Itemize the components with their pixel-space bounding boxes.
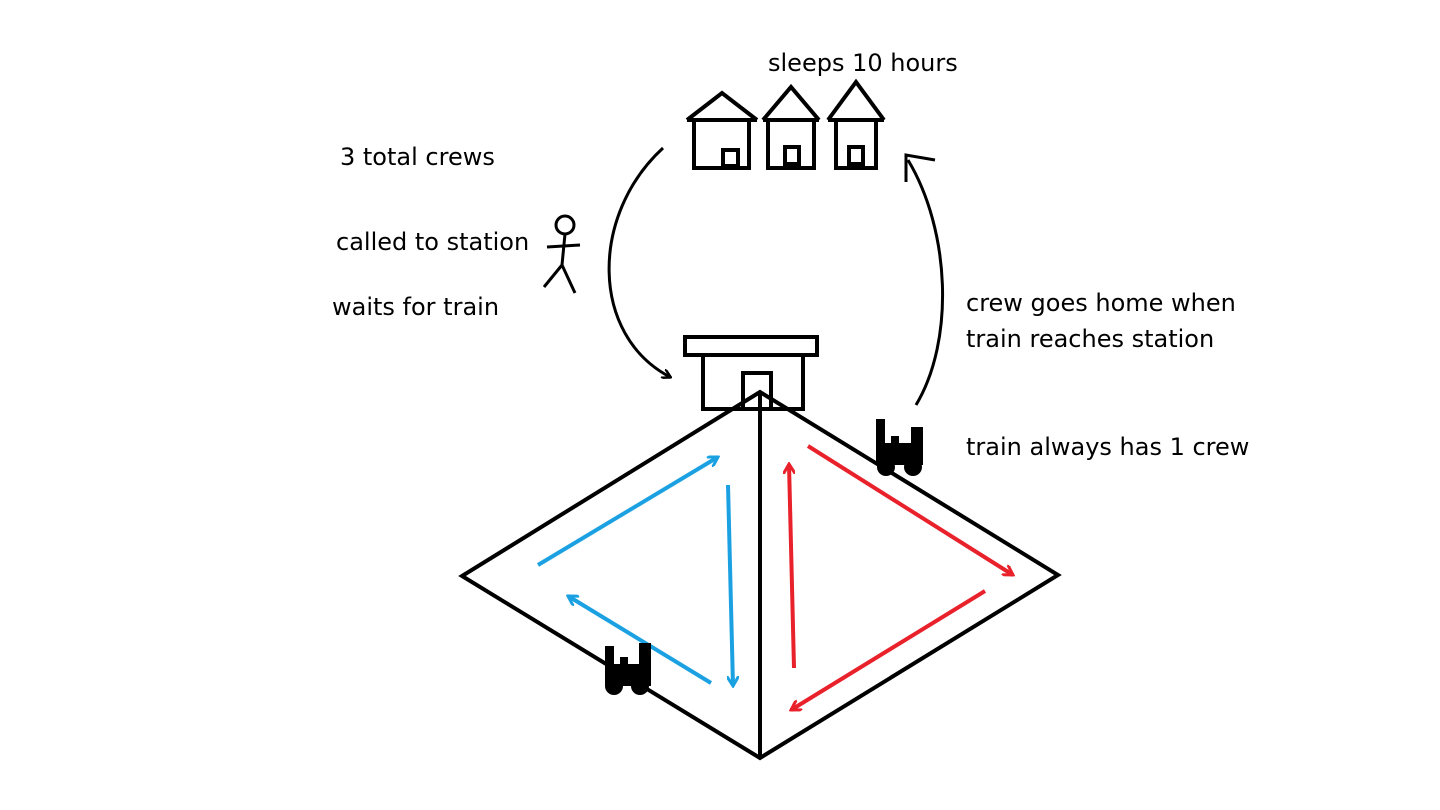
house-icon — [761, 83, 821, 170]
house-icon — [685, 90, 759, 170]
called-to-station-label: called to station — [336, 228, 530, 256]
house-icon — [826, 78, 886, 170]
sleeps-label: sleeps 10 hours — [768, 49, 958, 77]
track-diamond — [458, 389, 1062, 761]
stick-figure-icon — [542, 214, 581, 294]
left-loop-arrows — [536, 455, 733, 686]
waits-for-train-label: waits for train — [332, 293, 500, 321]
station-building-icon — [683, 335, 819, 411]
crew-goes-home-label: crew goes home when train reaches statio… — [966, 289, 1236, 353]
go-home-arrow — [906, 159, 945, 406]
right-loop-arrows — [789, 444, 1013, 712]
total-crews-label: 3 total crews — [340, 143, 495, 171]
locomotive-icon — [876, 419, 923, 476]
train-always-has-crew-label: train always has 1 crew — [966, 433, 1250, 461]
locomotive-icon — [605, 643, 651, 695]
to-station-arrow — [607, 146, 670, 377]
